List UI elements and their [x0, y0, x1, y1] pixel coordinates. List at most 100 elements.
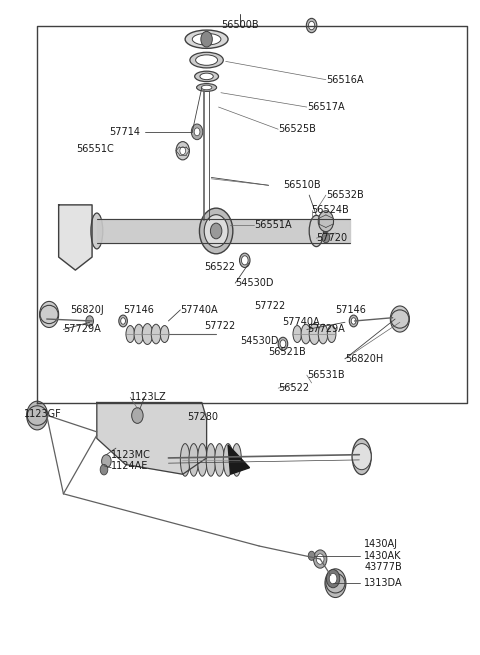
Polygon shape: [228, 445, 250, 474]
Text: 56522: 56522: [278, 383, 309, 393]
Ellipse shape: [232, 443, 241, 476]
Ellipse shape: [192, 33, 221, 45]
Circle shape: [316, 554, 324, 564]
Text: 1124AE: 1124AE: [111, 460, 148, 471]
Ellipse shape: [309, 215, 324, 247]
Text: 1430AK: 1430AK: [364, 551, 402, 561]
Text: 56521B: 56521B: [269, 347, 306, 357]
Text: 56820H: 56820H: [345, 354, 383, 364]
Circle shape: [39, 301, 59, 328]
Ellipse shape: [195, 71, 218, 82]
Circle shape: [180, 147, 186, 155]
Circle shape: [352, 443, 371, 470]
Circle shape: [201, 31, 212, 47]
Ellipse shape: [151, 324, 161, 344]
Text: 57740A: 57740A: [180, 305, 218, 315]
Ellipse shape: [201, 85, 212, 90]
Text: 56522: 56522: [204, 262, 235, 272]
Ellipse shape: [318, 324, 328, 344]
Ellipse shape: [160, 326, 169, 343]
Text: 57714: 57714: [109, 127, 140, 137]
Circle shape: [390, 306, 409, 332]
Text: 56524B: 56524B: [312, 205, 349, 215]
Text: 1313DA: 1313DA: [364, 578, 403, 588]
Ellipse shape: [200, 73, 213, 80]
Text: 56525B: 56525B: [278, 124, 316, 134]
Circle shape: [199, 208, 233, 253]
Text: 57146: 57146: [336, 305, 366, 315]
Ellipse shape: [206, 443, 216, 476]
Text: 1430AJ: 1430AJ: [364, 539, 398, 549]
Ellipse shape: [309, 21, 315, 29]
Circle shape: [100, 464, 108, 475]
Ellipse shape: [119, 315, 127, 327]
Text: 56531B: 56531B: [307, 370, 345, 380]
Ellipse shape: [352, 439, 371, 475]
Text: 57729A: 57729A: [307, 324, 345, 335]
Ellipse shape: [91, 213, 103, 249]
Text: 1123MC: 1123MC: [111, 450, 151, 460]
Ellipse shape: [241, 255, 248, 265]
Circle shape: [132, 407, 143, 423]
Text: 56500B: 56500B: [221, 20, 259, 29]
Ellipse shape: [306, 18, 317, 33]
Circle shape: [176, 141, 190, 160]
Text: 56551C: 56551C: [76, 145, 114, 155]
Text: 57740A: 57740A: [282, 317, 320, 328]
Polygon shape: [59, 205, 92, 270]
Ellipse shape: [120, 318, 125, 324]
Ellipse shape: [309, 324, 320, 345]
Text: 56551A: 56551A: [254, 220, 292, 230]
Ellipse shape: [142, 324, 153, 345]
Ellipse shape: [215, 443, 224, 476]
Text: 57146: 57146: [123, 305, 154, 315]
Ellipse shape: [278, 337, 288, 350]
Circle shape: [308, 552, 315, 560]
Ellipse shape: [301, 324, 311, 344]
Text: 57722: 57722: [254, 301, 286, 311]
Ellipse shape: [180, 443, 190, 476]
Ellipse shape: [126, 326, 134, 343]
Text: 1123GF: 1123GF: [24, 409, 62, 419]
Ellipse shape: [189, 443, 199, 476]
Circle shape: [86, 316, 94, 326]
Circle shape: [325, 569, 346, 597]
Text: 54530D: 54530D: [235, 278, 274, 288]
Ellipse shape: [293, 326, 301, 343]
Ellipse shape: [190, 52, 223, 68]
Circle shape: [318, 211, 334, 232]
Text: 57722: 57722: [204, 320, 236, 331]
Text: 56532B: 56532B: [326, 190, 364, 200]
Circle shape: [210, 223, 222, 239]
Polygon shape: [97, 403, 206, 474]
Ellipse shape: [349, 315, 358, 327]
Circle shape: [326, 569, 340, 588]
Circle shape: [313, 550, 327, 568]
Ellipse shape: [134, 324, 144, 344]
Ellipse shape: [197, 84, 216, 92]
Text: 56517A: 56517A: [307, 102, 345, 112]
Text: 43777B: 43777B: [364, 562, 402, 572]
Text: 1123LZ: 1123LZ: [130, 392, 167, 402]
Ellipse shape: [280, 340, 286, 348]
Circle shape: [102, 455, 111, 468]
Text: 57280: 57280: [188, 412, 218, 422]
Text: 56820J: 56820J: [71, 305, 104, 315]
Text: 57729A: 57729A: [63, 324, 101, 335]
Text: 56510B: 56510B: [283, 180, 321, 191]
Circle shape: [192, 124, 203, 140]
Ellipse shape: [196, 55, 217, 66]
Text: 57720: 57720: [316, 233, 348, 243]
Text: 56516A: 56516A: [326, 75, 363, 84]
Ellipse shape: [327, 326, 336, 343]
Ellipse shape: [223, 443, 233, 476]
Circle shape: [322, 233, 330, 243]
Text: 54530D: 54530D: [240, 335, 278, 346]
Ellipse shape: [185, 30, 228, 48]
Ellipse shape: [198, 443, 207, 476]
Circle shape: [27, 402, 48, 430]
Ellipse shape: [240, 253, 250, 267]
Ellipse shape: [351, 318, 356, 324]
Circle shape: [329, 573, 337, 584]
Circle shape: [194, 128, 200, 136]
